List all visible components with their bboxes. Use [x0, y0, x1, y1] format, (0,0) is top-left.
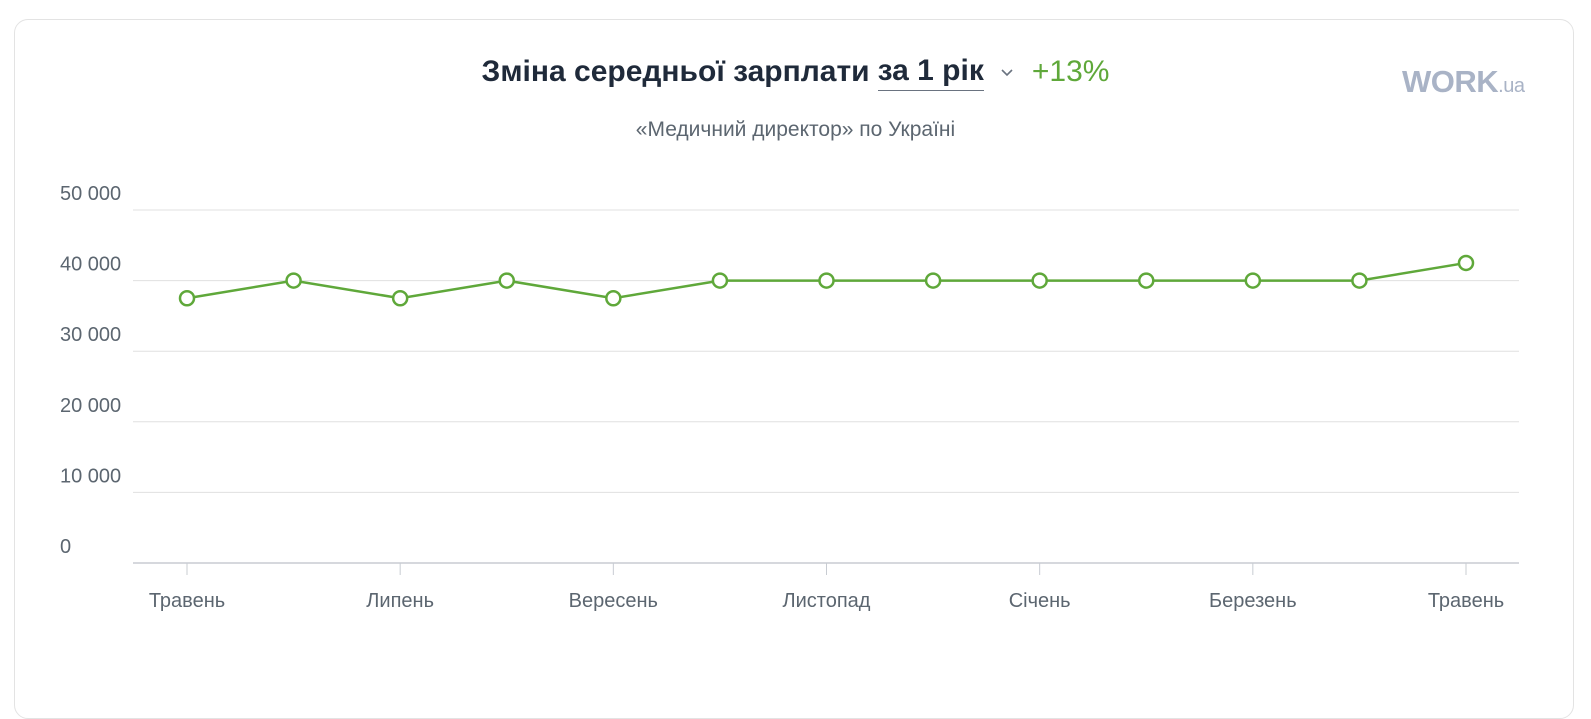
data-point — [1457, 254, 1475, 272]
chevron-down-icon[interactable] — [998, 63, 1016, 81]
data-point — [711, 272, 729, 289]
data-point — [924, 272, 942, 289]
period-selector[interactable]: за 1 рік — [877, 52, 984, 91]
data-point — [1244, 272, 1262, 289]
x-tick-label: Травень — [1428, 590, 1504, 612]
x-tick-label: Березень — [1209, 590, 1297, 612]
x-tick-label: Травень — [149, 590, 225, 612]
chart-title: Зміна середньої зарплати — [481, 54, 870, 88]
data-point — [391, 290, 409, 307]
data-point — [178, 290, 196, 307]
chart-subtitle: «Медичний директор» по Україні — [635, 118, 956, 141]
y-tick-label: 30 000 — [60, 324, 121, 346]
y-tick-label: 10 000 — [60, 465, 121, 487]
y-tick-label: 40 000 — [60, 254, 121, 276]
data-point — [818, 272, 835, 289]
y-tick-label: 0 — [60, 536, 71, 558]
data-point — [1138, 272, 1155, 289]
data-point — [1351, 272, 1368, 289]
chart-header: Зміна середньої зарплати за 1 рік +13% — [0, 52, 1591, 91]
x-tick-label: Листопад — [783, 590, 871, 612]
y-tick-label: 50 000 — [60, 183, 121, 205]
data-point — [1031, 272, 1048, 289]
data-point — [498, 272, 515, 289]
x-tick-label: Січень — [1009, 590, 1071, 612]
x-tick-label: Вересень — [569, 590, 658, 612]
data-point — [605, 290, 622, 307]
data-point — [285, 272, 302, 289]
x-tick-label: Липень — [366, 590, 434, 612]
y-tick-label: 20 000 — [60, 395, 121, 417]
work-ua-logo[interactable]: WORK.ua — [1402, 64, 1525, 99]
line-chart: 0 10 000 20 000 30 000 40 000 50 000 Травень Ли… — [60, 183, 1519, 612]
salary-change: +13% — [1031, 54, 1110, 88]
